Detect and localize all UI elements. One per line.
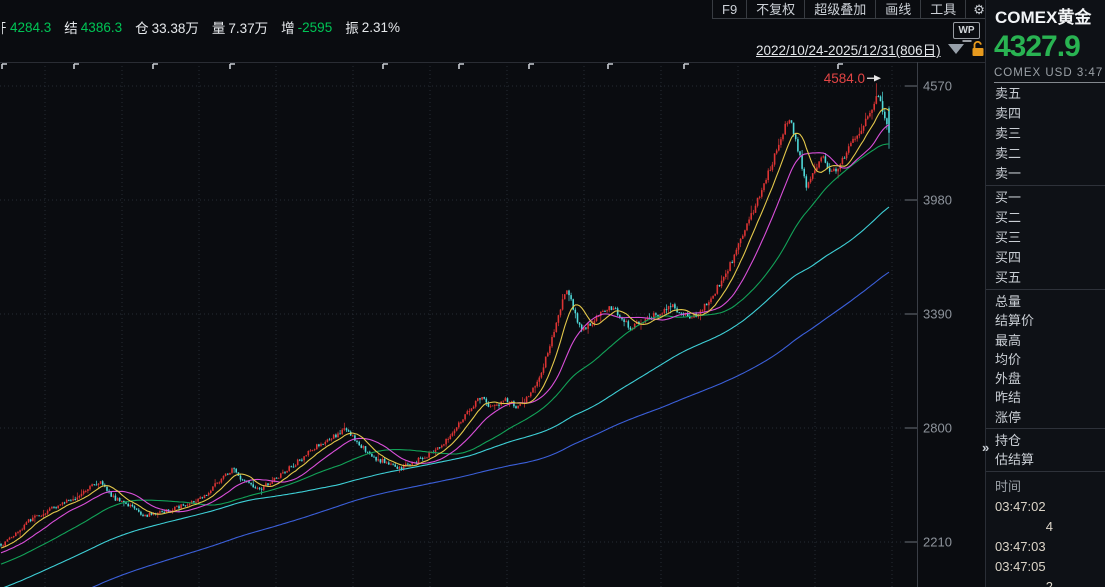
- settle-value: 4386.3: [80, 19, 123, 35]
- date-range-link[interactable]: 2022/10/24-2025/12/31(806日): [756, 43, 941, 58]
- position-rows: 持仓 估结算: [986, 430, 1105, 470]
- ask-1-row[interactable]: 卖一: [995, 166, 1022, 181]
- volume-value: 7.37万: [228, 21, 269, 36]
- ask-5-row[interactable]: 卖五: [995, 86, 1022, 101]
- stat-rows: 总量 结算价 最高 均价 外盘 昨结 涨停: [986, 291, 1105, 427]
- quote-panel: COMEX黄金 4327.9 COMEX USD 3:47 卖五 卖四 卖三 卖…: [982, 0, 1105, 587]
- divider: [986, 289, 1105, 290]
- high-label: 最高: [995, 332, 1022, 348]
- toolbar-super-overlay-button[interactable]: 超级叠加: [804, 0, 875, 18]
- toolbar-no-adjust-button[interactable]: 不复权: [746, 0, 804, 18]
- toolbar-tools-button[interactable]: 工具: [920, 0, 965, 18]
- exchange-subtitle: COMEX USD 3:47: [994, 67, 1105, 83]
- date-range-row: 2022/10/24-2025/12/31(806日): [756, 41, 986, 58]
- divider: [986, 185, 1105, 186]
- last-price: 4327.9: [994, 30, 1081, 63]
- settlement-price-label: 结算价: [995, 313, 1035, 329]
- limit-up-label: 涨停: [995, 409, 1022, 425]
- amplitude-value: 2.31%: [361, 19, 400, 35]
- bid-5-row[interactable]: 买五: [995, 270, 1022, 285]
- settle-label: 结: [64, 21, 78, 36]
- volume-label: 量: [211, 21, 226, 36]
- prev-settle-label: 昨结: [995, 390, 1022, 406]
- bid-rows: 买一 买二 买三 买四 买五: [986, 187, 1105, 288]
- svg-text:4570: 4570: [923, 79, 952, 94]
- bid-4-row[interactable]: 买四: [995, 250, 1022, 265]
- divider: [986, 470, 1105, 472]
- ask-rows: 卖五 卖四 卖三 卖二 卖一: [986, 83, 1105, 184]
- price-chart[interactable]: 4570 3980 3390 2800 2210 4584.0: [0, 62, 985, 587]
- toolbar-f9-button[interactable]: F9: [712, 0, 746, 18]
- panel-expander-icon[interactable]: »: [982, 440, 990, 455]
- tick-time-list: 03:47:02 4 03:47:03 03:47:05 2: [986, 497, 1053, 587]
- open-interest-label: 仓: [135, 21, 149, 36]
- ask-2-row[interactable]: 卖二: [995, 146, 1022, 161]
- est-settlement-label: 估结算: [995, 452, 1035, 468]
- gear-icon[interactable]: ⚙: [965, 0, 992, 18]
- ask-3-row[interactable]: 卖三: [995, 126, 1022, 141]
- kline-stats-bar: 开 4284.3 结 4386.3 仓 33.38万 量 7.37万 增 -25…: [2, 17, 413, 37]
- bid-3-row[interactable]: 买三: [995, 230, 1022, 245]
- svg-text:3390: 3390: [923, 307, 952, 322]
- wp-monitor-icon[interactable]: WP: [953, 22, 980, 39]
- svg-text:4584.0: 4584.0: [824, 71, 865, 86]
- total-volume-label: 总量: [995, 294, 1022, 309]
- bid-1-row[interactable]: 买一: [995, 190, 1022, 205]
- svg-text:3980: 3980: [923, 193, 952, 208]
- time-section-header: 时间: [995, 478, 1022, 494]
- open-interest-row-label: 持仓: [995, 433, 1022, 449]
- bid-2-row[interactable]: 买二: [995, 210, 1022, 225]
- change-label: 增: [281, 21, 295, 36]
- tick-volume: 4: [1045, 518, 1053, 534]
- tick-volume: 2: [1045, 578, 1053, 587]
- avg-price-label: 均价: [995, 351, 1022, 367]
- instrument-title: COMEX黄金: [995, 8, 1092, 27]
- clipped-label: 开: [2, 17, 8, 37]
- outer-volume-label: 外盘: [995, 371, 1022, 387]
- unlock-icon[interactable]: [971, 41, 986, 57]
- svg-text:2210: 2210: [923, 535, 952, 550]
- open-interest-value: 33.38万: [151, 21, 199, 36]
- open-value: 4284.3: [10, 19, 52, 35]
- svg-text:2800: 2800: [923, 421, 952, 436]
- change-value: -2595: [297, 19, 333, 35]
- amplitude-label: 振: [345, 21, 359, 36]
- tick-time: 03:47:03: [995, 538, 1046, 554]
- toolbar-draw-line-button[interactable]: 画线: [875, 0, 920, 18]
- chart-toolbar: F9 不复权 超级叠加 画线 工具 ⚙ ❯: [712, 0, 1023, 19]
- ask-4-row[interactable]: 卖四: [995, 106, 1022, 121]
- divider: [986, 428, 1105, 430]
- tick-time: 03:47:05: [995, 558, 1046, 574]
- chevron-down-icon[interactable]: [947, 44, 964, 54]
- tick-time: 03:47:02: [995, 498, 1046, 514]
